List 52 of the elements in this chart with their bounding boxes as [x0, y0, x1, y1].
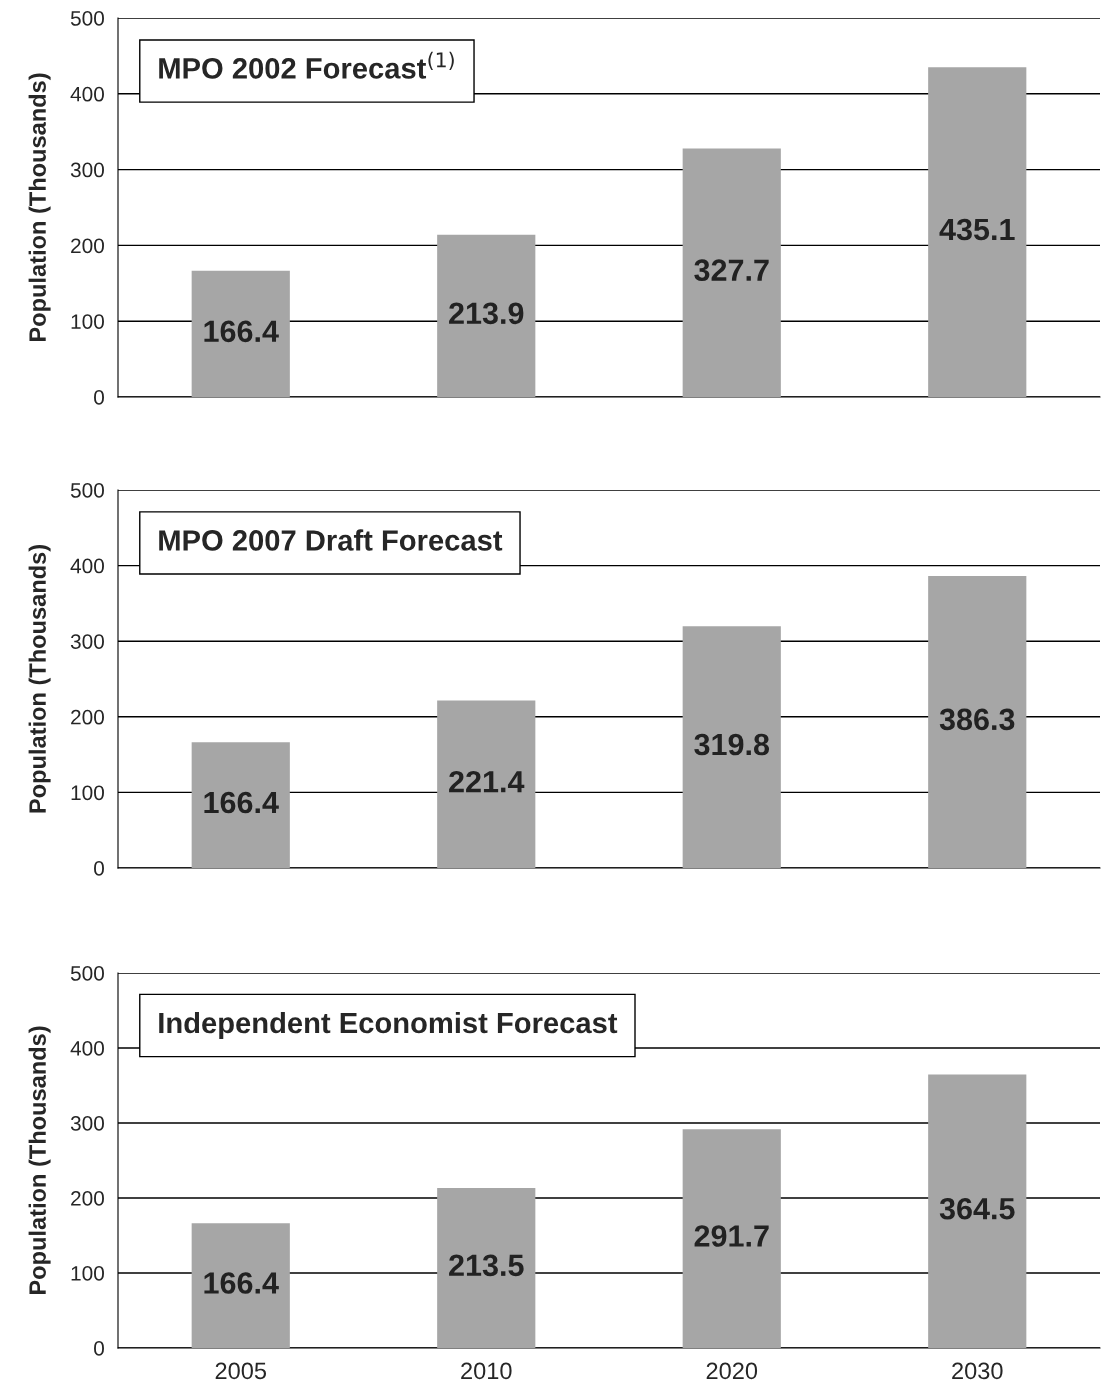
bar: [437, 234, 536, 397]
y-tick-label: 0: [94, 861, 104, 876]
bar: [682, 1129, 781, 1348]
y-tick-label: 200: [71, 709, 104, 725]
text: Independent Economist Forecast: [159, 1011, 618, 1040]
y-tick-label: 200: [71, 1191, 104, 1206]
y-tick-label: 300: [70, 634, 104, 649]
y-axis-title: Population (Thousands): [28, 545, 51, 813]
bar: [437, 700, 536, 868]
y-tick-label: 400: [70, 86, 104, 102]
data-label: 213.5: [449, 1254, 524, 1277]
data-label: 435.1: [939, 218, 1015, 241]
y-tick-label: 300: [70, 1116, 104, 1131]
bar: [928, 575, 1027, 868]
y-tick-label: 100: [71, 314, 104, 329]
data-label: 221.4: [449, 770, 525, 793]
bar: [928, 67, 1027, 397]
y-tick-label: 500: [70, 966, 104, 981]
y-axis-title: Population (Thousands): [28, 1026, 51, 1294]
x-tick-label: 2005: [215, 1362, 267, 1380]
data-label: 386.3: [939, 708, 1015, 731]
bar: [928, 1074, 1027, 1348]
bar: [191, 742, 290, 868]
text: MPO 2002 Forecast$^{(1)}$: [159, 51, 454, 79]
y-tick-label: 500: [70, 483, 104, 498]
bar: [682, 148, 781, 397]
bar: [682, 626, 781, 868]
data-label: 364.5: [939, 1197, 1015, 1220]
data-label: 291.7: [694, 1225, 769, 1247]
bar: [191, 270, 290, 397]
y-axis-title: Population (Thousands): [28, 73, 51, 341]
data-label: 166.4: [204, 320, 279, 343]
y-tick-label: 100: [71, 1266, 104, 1281]
data-label: 166.4: [204, 791, 279, 814]
text: MPO 2007 Draft Forecast: [159, 529, 503, 551]
y-tick-label: 400: [70, 1041, 104, 1056]
data-label: 213.9: [449, 302, 524, 325]
x-tick-label: 2030: [952, 1362, 1003, 1380]
x-tick-label: 2020: [706, 1362, 758, 1380]
x-tick-label: 2010: [461, 1362, 512, 1380]
bar: [437, 1187, 536, 1348]
data-label: 319.8: [694, 733, 770, 756]
y-tick-label: 300: [70, 162, 104, 178]
bar: [191, 1223, 290, 1348]
data-label: 166.4: [204, 1272, 279, 1294]
y-tick-label: 100: [71, 785, 104, 801]
y-tick-label: 400: [70, 558, 104, 574]
y-tick-label: 500: [70, 11, 104, 26]
y-tick-label: 0: [94, 1341, 104, 1356]
y-tick-label: 200: [71, 238, 104, 254]
data-label: 327.7: [694, 259, 769, 282]
y-tick-label: 0: [94, 390, 104, 405]
